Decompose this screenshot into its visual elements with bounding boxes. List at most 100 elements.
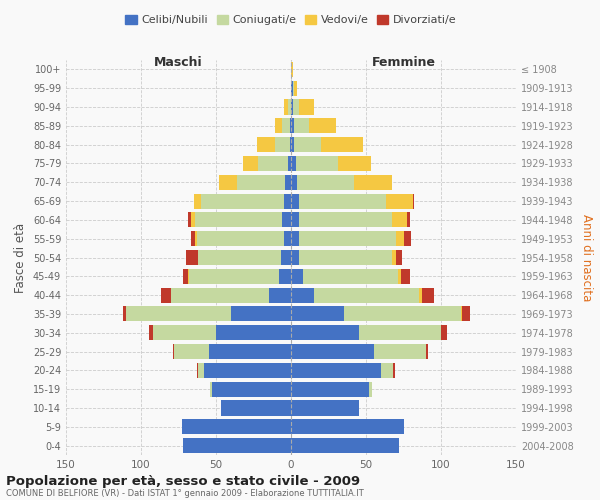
Bar xyxy=(294,137,321,152)
Bar xyxy=(291,62,293,77)
Legend: Celibi/Nubili, Coniugati/e, Vedovi/e, Divorziati/e: Celibi/Nubili, Coniugati/e, Vedovi/e, Di… xyxy=(121,10,461,29)
Bar xyxy=(303,269,398,284)
Bar xyxy=(291,363,381,378)
Bar xyxy=(258,156,288,171)
Bar xyxy=(193,194,201,208)
Bar xyxy=(299,250,392,265)
Bar xyxy=(396,231,404,246)
Bar xyxy=(290,118,291,134)
Bar xyxy=(290,137,291,152)
Bar xyxy=(284,194,291,208)
Bar xyxy=(343,306,461,322)
Bar xyxy=(404,231,411,246)
Bar xyxy=(282,118,290,134)
Bar xyxy=(231,306,291,322)
Bar xyxy=(187,212,191,228)
Bar xyxy=(243,156,258,171)
Bar xyxy=(204,363,291,378)
Bar xyxy=(187,269,189,284)
Bar xyxy=(171,288,269,302)
Bar xyxy=(126,306,231,322)
Bar xyxy=(285,174,291,190)
Bar xyxy=(275,137,290,152)
Bar xyxy=(291,269,303,284)
Bar xyxy=(279,269,291,284)
Text: COMUNE DI BELFIORE (VR) - Dati ISTAT 1° gennaio 2009 - Elaborazione TUTTITALIA.I: COMUNE DI BELFIORE (VR) - Dati ISTAT 1° … xyxy=(6,489,364,498)
Bar xyxy=(183,269,187,284)
Bar xyxy=(161,288,171,302)
Bar xyxy=(284,231,291,246)
Text: Popolazione per età, sesso e stato civile - 2009: Popolazione per età, sesso e stato civil… xyxy=(6,474,360,488)
Bar xyxy=(182,420,291,434)
Bar xyxy=(309,118,336,134)
Bar xyxy=(291,212,299,228)
Bar xyxy=(216,325,291,340)
Bar xyxy=(210,382,212,396)
Bar xyxy=(186,250,198,265)
Bar xyxy=(291,137,294,152)
Bar xyxy=(291,156,296,171)
Bar xyxy=(195,231,197,246)
Bar xyxy=(281,250,291,265)
Bar xyxy=(291,400,359,415)
Bar xyxy=(219,174,237,190)
Bar xyxy=(197,231,284,246)
Bar xyxy=(291,194,299,208)
Bar xyxy=(337,156,371,171)
Bar xyxy=(392,212,407,228)
Bar xyxy=(183,438,291,453)
Bar xyxy=(275,118,282,134)
Bar xyxy=(299,194,386,208)
Bar xyxy=(293,80,294,96)
Bar xyxy=(393,363,395,378)
Bar xyxy=(201,194,284,208)
Bar xyxy=(291,250,299,265)
Text: Femmine: Femmine xyxy=(371,56,436,69)
Bar xyxy=(369,382,372,396)
Bar xyxy=(314,288,419,302)
Bar xyxy=(392,250,396,265)
Bar xyxy=(421,288,433,302)
Bar xyxy=(419,288,421,302)
Bar xyxy=(386,194,413,208)
Bar xyxy=(413,194,414,208)
Bar xyxy=(321,137,363,152)
Bar xyxy=(291,344,373,359)
Bar xyxy=(288,100,291,114)
Bar xyxy=(291,80,293,96)
Bar xyxy=(191,231,195,246)
Text: Maschi: Maschi xyxy=(154,56,203,69)
Bar xyxy=(381,363,393,378)
Bar xyxy=(291,231,299,246)
Y-axis label: Anni di nascita: Anni di nascita xyxy=(580,214,593,301)
Bar xyxy=(209,344,291,359)
Bar xyxy=(198,363,204,378)
Bar xyxy=(359,325,441,340)
Bar xyxy=(198,250,281,265)
Bar xyxy=(173,344,174,359)
Bar xyxy=(407,212,409,228)
Bar xyxy=(288,156,291,171)
Bar xyxy=(282,212,291,228)
Bar xyxy=(257,137,275,152)
Bar xyxy=(189,269,279,284)
Bar xyxy=(398,269,401,284)
Bar xyxy=(294,118,309,134)
Bar xyxy=(291,325,359,340)
Bar xyxy=(296,156,337,171)
Bar xyxy=(373,344,426,359)
Bar xyxy=(291,420,404,434)
Bar xyxy=(153,325,216,340)
Bar xyxy=(291,288,314,302)
Bar xyxy=(354,174,392,190)
Bar xyxy=(284,100,288,114)
Bar xyxy=(191,212,195,228)
Bar xyxy=(462,306,470,322)
Y-axis label: Fasce di età: Fasce di età xyxy=(14,222,27,292)
Bar xyxy=(401,269,409,284)
Bar xyxy=(291,306,343,322)
Bar xyxy=(195,212,282,228)
Bar xyxy=(174,344,209,359)
Bar xyxy=(299,231,396,246)
Bar xyxy=(297,174,354,190)
